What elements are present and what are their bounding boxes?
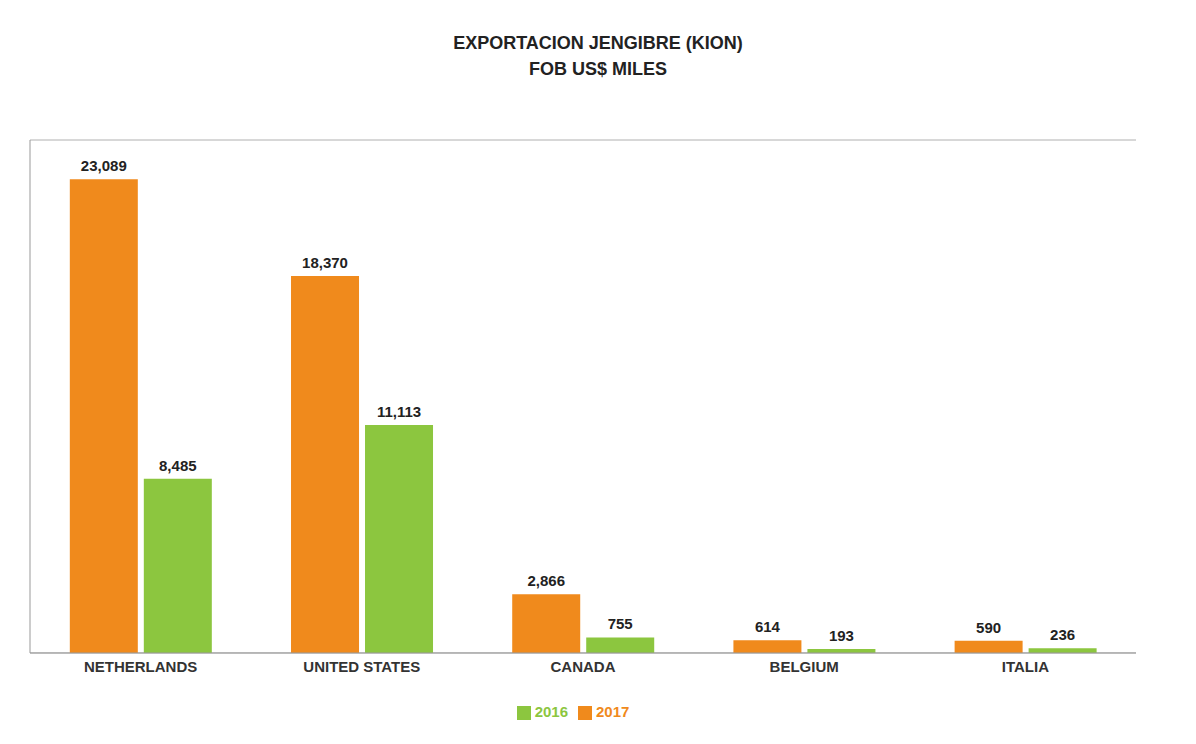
html-text:EXPORTACION JENGIBRE (KION): EXPORTACION JENGIBRE (KION) <box>453 33 743 53</box>
svg-text:8,485: 8,485 <box>159 457 197 474</box>
html-text:FOB US$ MILES: FOB US$ MILES <box>529 59 667 79</box>
svg-text:590: 590 <box>976 619 1001 636</box>
svg-text:193: 193 <box>829 627 854 644</box>
svg-text:BELGIUM: BELGIUM <box>770 658 839 675</box>
svg-text:11,113: 11,113 <box>377 403 421 420</box>
svg-text:ITALIA: ITALIA <box>1002 658 1049 675</box>
svg-text:236: 236 <box>1050 626 1075 643</box>
svg-text:NETHERLANDS: NETHERLANDS <box>84 658 197 675</box>
svg-text:CANADA: CANADA <box>551 658 616 675</box>
html-text:2016: 2016 <box>534 703 568 720</box>
svg-text:614: 614 <box>755 618 781 635</box>
svg-text:18,370: 18,370 <box>302 254 348 271</box>
svg-text:2,866: 2,866 <box>527 572 565 589</box>
svg-text:UNITED STATES: UNITED STATES <box>303 658 420 675</box>
svg-text:755: 755 <box>608 615 633 632</box>
html-text:2017: 2017 <box>596 703 630 720</box>
svg-text:23,089: 23,089 <box>81 157 127 174</box>
